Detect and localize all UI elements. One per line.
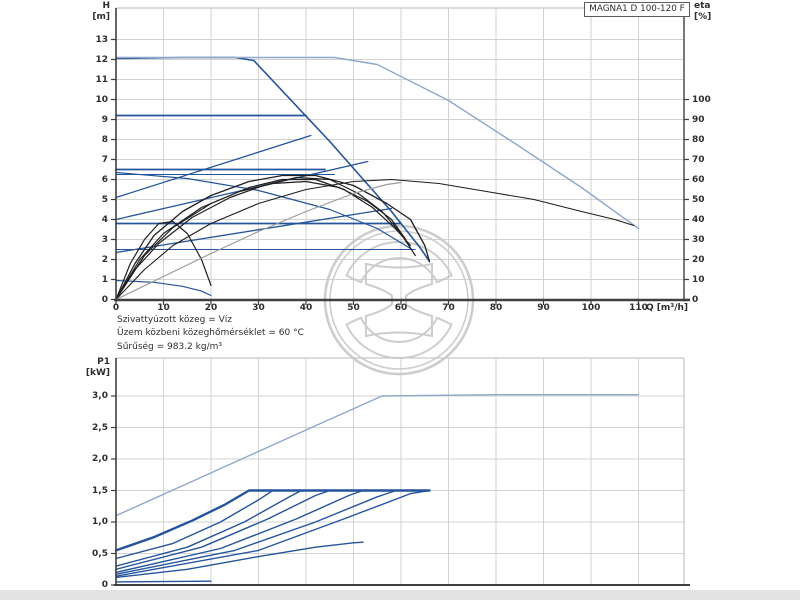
- series-layer: [114, 56, 640, 583]
- eta-axis-label-line2: [%]: [694, 12, 712, 22]
- head-tick-1: 1: [101, 274, 108, 285]
- power-curve-b: [115, 489, 274, 560]
- eta-tick-100: 100: [692, 94, 711, 105]
- power-tick-5: 2,5: [92, 422, 108, 433]
- eta-tick-70: 70: [692, 154, 705, 165]
- head-axis-label-line2: [m]: [92, 12, 110, 22]
- head-tick-11: 11: [95, 74, 108, 85]
- power-axis-label: P1 [kW]: [76, 357, 110, 379]
- flow-tick-10: 10: [157, 303, 170, 313]
- eta-tick-20: 20: [692, 254, 705, 265]
- eta-tick-40: 40: [692, 214, 705, 225]
- eta-tick-80: 80: [692, 134, 705, 145]
- min-power-curve: [115, 580, 212, 583]
- footer-strip: [0, 590, 800, 600]
- power-curve-c: [115, 489, 302, 567]
- eta-tick-90: 90: [692, 114, 705, 125]
- flow-tick-30: 30: [252, 303, 265, 313]
- head-axis-label: H [m]: [76, 1, 110, 23]
- power-tick-3: 1,5: [92, 485, 108, 496]
- head-tick-12: 12: [95, 54, 108, 65]
- head-tick-9: 9: [101, 114, 108, 125]
- eta-curve-4: [115, 176, 416, 301]
- flow-tick-100: 100: [581, 303, 601, 313]
- power-curve-h: [115, 541, 364, 579]
- flow-tick-60: 60: [394, 303, 408, 313]
- eta-tick-10: 10: [692, 274, 705, 285]
- eta-max-speed: [115, 174, 431, 301]
- note-density: Sűrűség = 983.2 kg/m³: [117, 341, 222, 352]
- flow-tick-50: 50: [347, 303, 360, 313]
- power-tick-6: 3,0: [92, 391, 108, 401]
- head-tick-0: 0: [101, 294, 108, 305]
- head-tick-2: 2: [101, 254, 108, 265]
- flow-tick-40: 40: [299, 303, 313, 313]
- eta-tick-30: 30: [692, 234, 705, 245]
- flow-tick-90: 90: [537, 303, 550, 313]
- eta-curve-3: [115, 178, 412, 301]
- eta-parallel: [115, 178, 635, 301]
- head-axis-label-line1: H: [102, 1, 110, 11]
- head-tick-6: 6: [101, 174, 108, 185]
- min-speed-curve: [115, 279, 212, 297]
- head-tick-13: 13: [95, 34, 108, 45]
- head-tick-5: 5: [101, 194, 108, 205]
- flow-tick-70: 70: [442, 303, 455, 313]
- power-tick-1: 0,5: [92, 548, 108, 559]
- head-tick-10: 10: [95, 94, 108, 105]
- power-axis-label-line2: [kW]: [85, 368, 110, 378]
- head-tick-7: 7: [101, 154, 108, 165]
- flow-tick-110: 110: [629, 303, 648, 313]
- power-tick-4: 2,0: [92, 454, 108, 464]
- operating-conditions-notes: Szivattyúzott közeg = Víz Üzem közbeni k…: [117, 314, 304, 354]
- eta-axis-label-line1: eta: [694, 1, 711, 11]
- grid-layer: [116, 7, 685, 585]
- parallel-max-head-curve: [115, 56, 640, 230]
- eta-gray-curve: [115, 181, 402, 301]
- axis-layer: [111, 8, 690, 586]
- power-curve-d: [115, 489, 331, 570]
- eta-min-speed: [115, 220, 212, 301]
- power-tick-2: 1,0: [92, 517, 108, 527]
- note-liquid-temperature: Üzem közbeni közeghőmérséklet = 60 °C: [117, 328, 304, 339]
- eta-tick-0: 0: [692, 294, 699, 305]
- power-curve-f: [115, 489, 397, 575]
- flow-axis-label: Q [m³/h]: [646, 303, 689, 313]
- prop-pressure-a: [115, 134, 312, 199]
- max-power-limit: [114, 489, 431, 552]
- note-pumped-liquid: Szivattyúzott közeg = Víz: [117, 315, 233, 325]
- eta-tick-50: 50: [692, 194, 705, 205]
- head-tick-8: 8: [101, 134, 108, 145]
- flow-tick-80: 80: [489, 303, 503, 313]
- power-curve-g: [115, 489, 431, 577]
- power-curve-e: [115, 489, 364, 574]
- head-tick-3: 3: [101, 234, 108, 245]
- eta-tick-60: 60: [692, 174, 705, 185]
- eta-axis-label: eta [%]: [694, 1, 711, 23]
- head-tick-4: 4: [101, 214, 108, 225]
- flow-tick-20: 20: [204, 303, 218, 313]
- power-tick-0: 0: [101, 580, 108, 590]
- parallel-max-power: [115, 394, 640, 517]
- power-axis-label-line1: P1: [97, 357, 110, 367]
- pump-model-title: MAGNA1 D 100-120 F: [584, 2, 690, 17]
- mid-speed-curve: [115, 171, 412, 250]
- flow-tick-0: 0: [112, 303, 120, 313]
